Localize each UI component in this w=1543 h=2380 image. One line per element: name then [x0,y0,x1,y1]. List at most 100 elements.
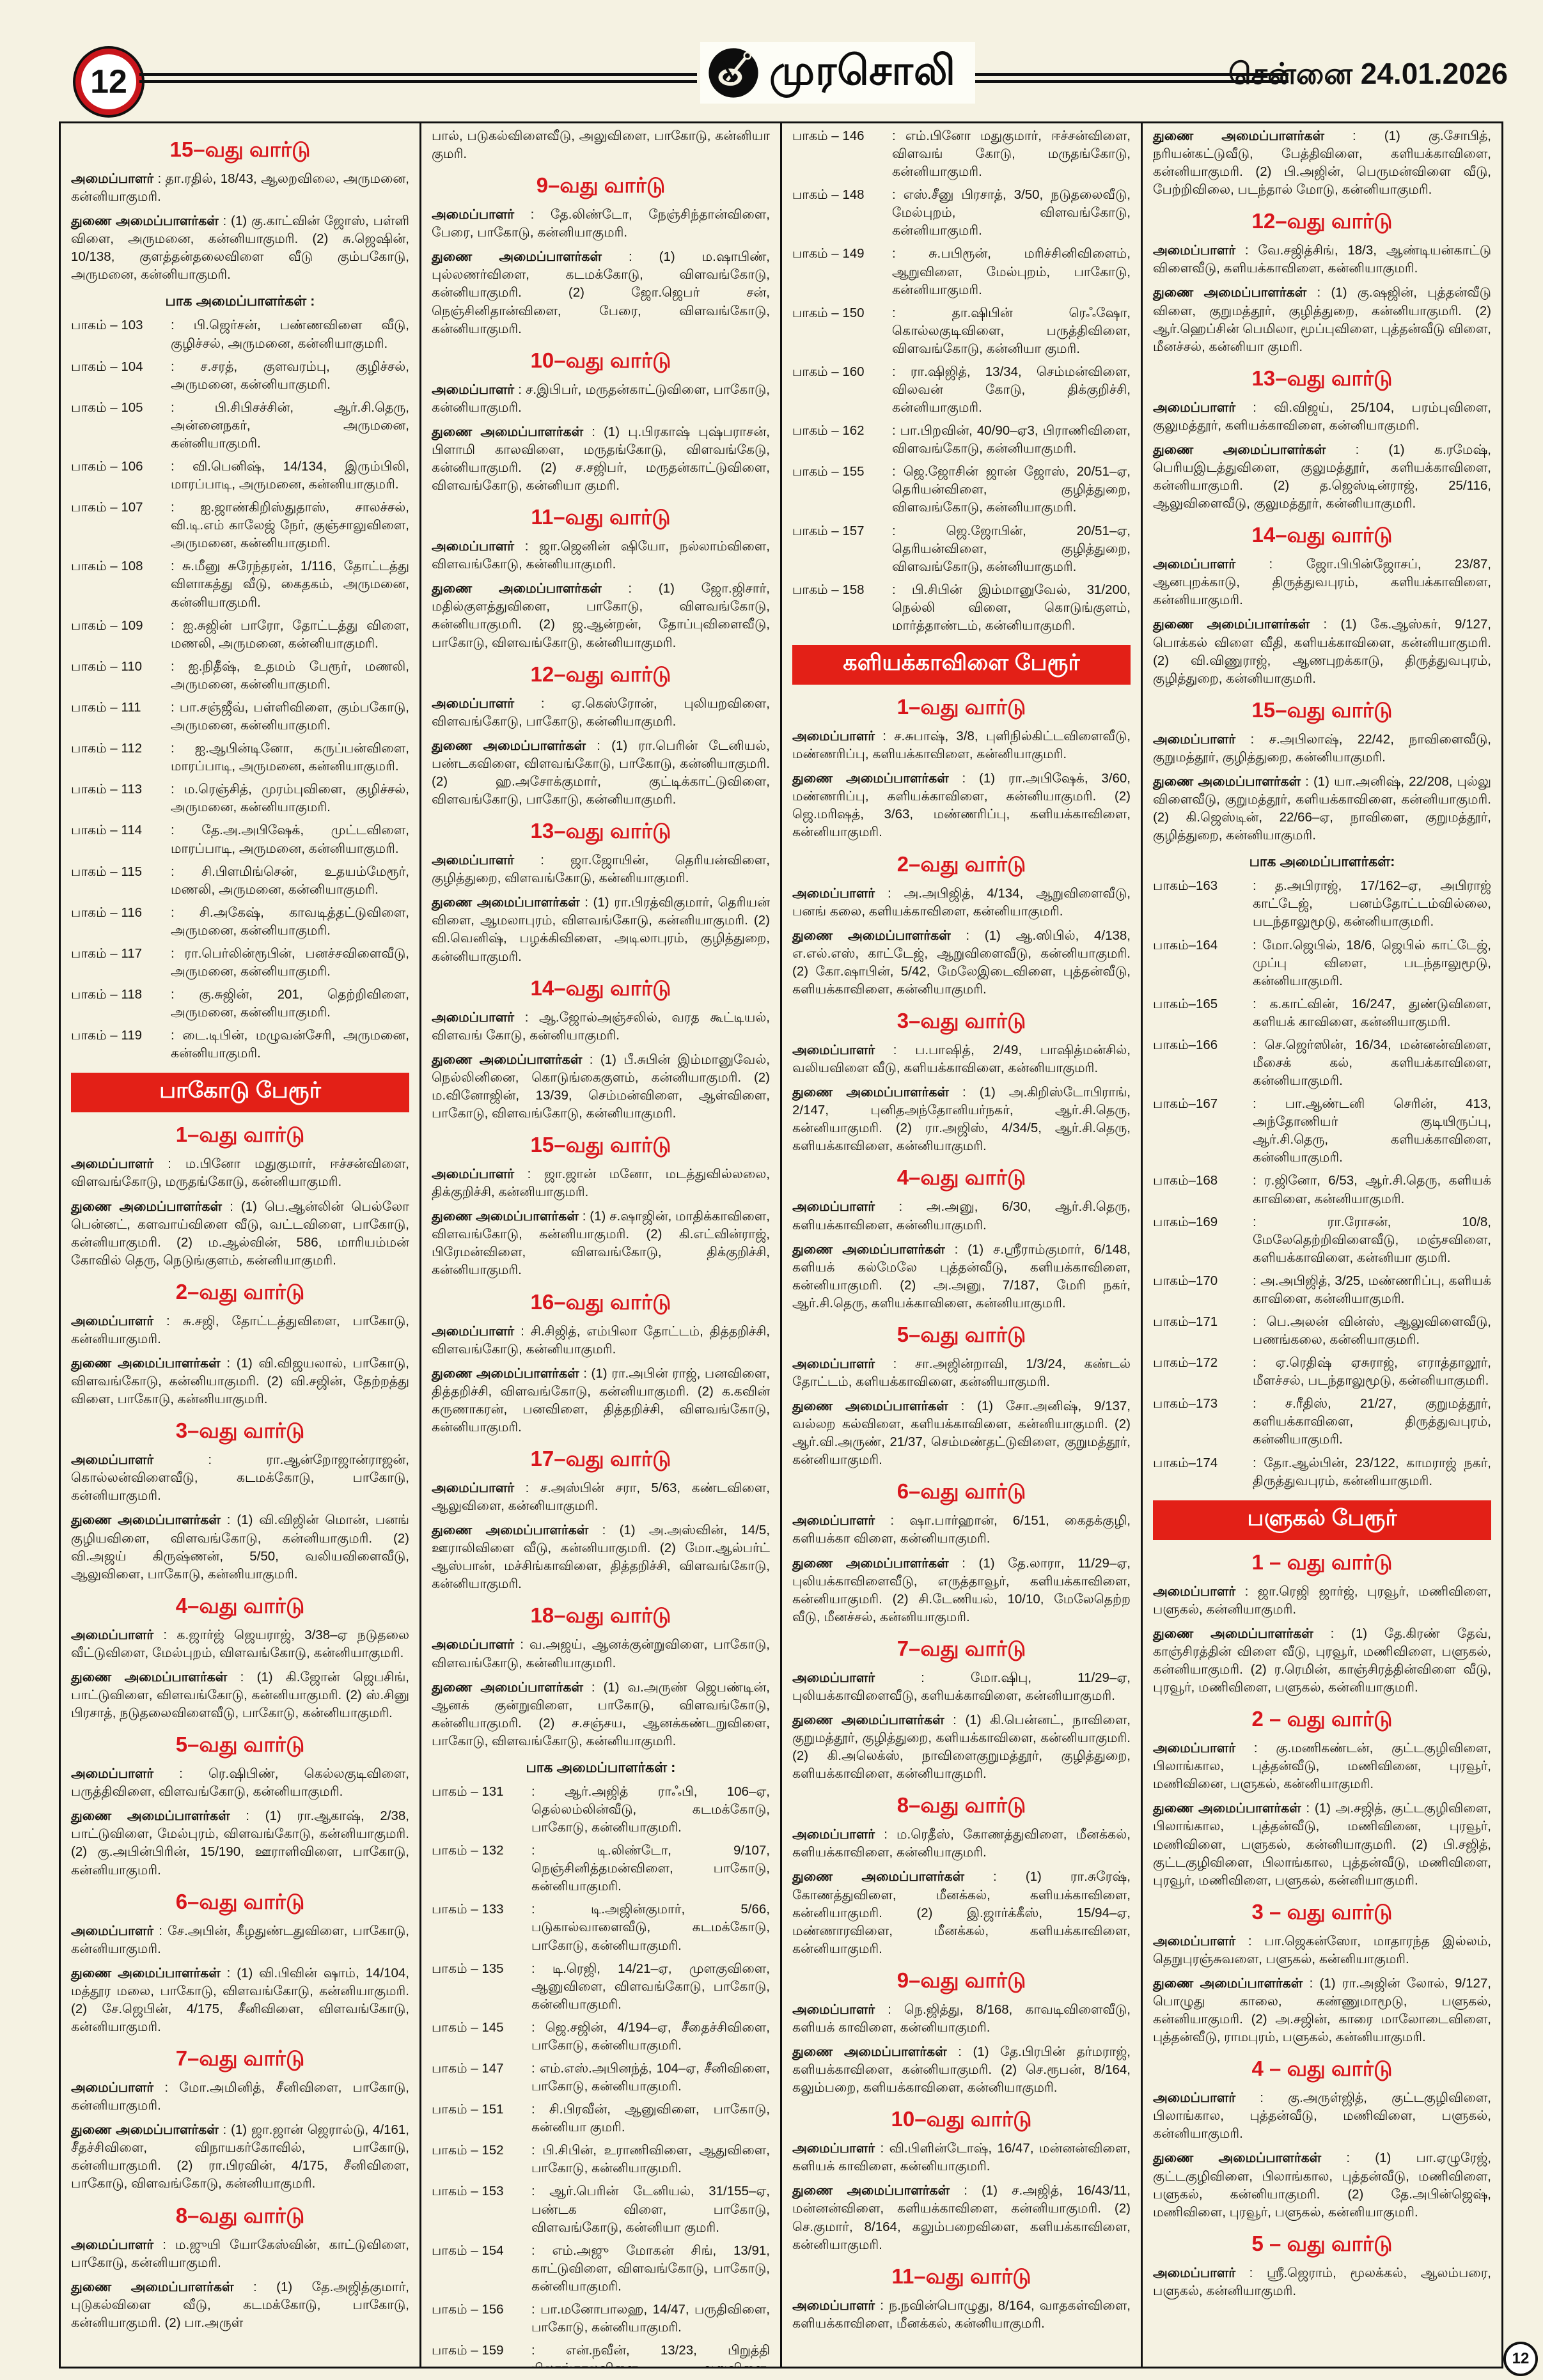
entry-label: துணை அமைப்பாளர்கள் [71,2122,219,2138]
organizer-entry: அமைப்பாளர் : கு.மணிகண்டன், குட்டகுழிவிளை… [1153,1741,1491,1792]
part-entry: : பா.பிறவின், 40/90–ஏ3, பிராணிவிளை, விளவ… [892,423,1131,456]
ward-heading: 13–வது வார்டு [1251,366,1393,390]
masthead-rule-right [975,73,1288,83]
edition-dateline: சென்னை 24.01.2026 [1228,57,1508,90]
entry-label: துணை அமைப்பாளர்கள் [792,2044,947,2060]
organizer-entry: அமைப்பாளர் : ம.ஜுயி யோகேஸ்வின், காட்டுவி… [71,2237,409,2270]
entry-label: அமைப்பாளர் [792,885,875,901]
deputy-organizers-entry: துணை அமைப்பாளர்கள் : (1) பா.ஏழுரேஜ், குட… [1153,2151,1491,2220]
entry-label: அமைப்பாளர் [1153,1741,1236,1756]
organizer-entry: அமைப்பாளர் : அ.அபிஜித், 4/134, ஆறுவிளைவீ… [792,885,1131,919]
part-row: பாகம் – 158: பி.சிபின் இம்மானுவேல், 31/2… [792,581,1131,635]
deputy-organizers-entry: துணை அமைப்பாளர்கள் : (1) ம.ஷாபிண், புல்ல… [432,249,770,336]
entry-label: அமைப்பாளர் [792,1513,875,1528]
organizer-entry: அமைப்பாளர் : வி.பிளின்டோஷ், 16/47, மன்னன… [792,2141,1131,2174]
part-number: பாகம் – 116 [71,905,143,920]
part-row: பாகம் – 153: ஆர்.பெரின் டேனியல், 31/155–… [432,2182,770,2236]
entry-label: அமைப்பாளர் [432,1323,515,1339]
page-number-badge: 12 [75,49,142,115]
part-number: பாகம்–170 [1153,1273,1218,1288]
part-entry: : பா.சஞ்ஜீவ், பள்ளிவிளை, கும்பகோடு, அரும… [171,699,409,733]
organizer-entry: அமைப்பாளர் : ரா.ஆன்றோஜான்ராஜன், கொல்லன்வ… [71,1452,409,1504]
organizer-entry: அமைப்பாளர் : தே.லிண்டோ, நேஞ்சிந்தான்விளை… [432,207,770,240]
part-entry: : ச.சரத், குளவரம்பு, குழிச்சல், அருமனை, … [171,359,409,392]
part-entry: : ம.ரெஞ்சித், முரம்புவிளை, குழிச்சல், அர… [171,782,409,815]
part-number: பாகம் – 151 [432,2102,504,2117]
section-header-bar: களியக்காவிளை பேரூர் [792,645,1131,685]
ward-heading: 17–வது வார்டு [530,1446,671,1470]
part-entry: : ஐ.சுஜின் பாரோ, தோட்டத்து விளை, மணலி, அ… [171,618,409,651]
part-row: பாகம் – 156: பா.மனோபாலஹ, 14/47, பருதிவிள… [432,2301,770,2337]
part-row: பாகம் – 104: ச.சரத், குளவரம்பு, குழிச்சல… [71,358,409,394]
organizer-entry: அமைப்பாளர் : ஸ்ரீ.ஜெராம், மூலக்கல், ஆலம்… [1153,2265,1491,2298]
organizer-entry: அமைப்பாளர் : ஷா.பார்ஹான், 6/151, கைதக்கு… [792,1513,1131,1546]
entry-label: அமைப்பாளர் [71,1766,154,1782]
part-number: பாகம்–174 [1153,1455,1218,1470]
organizer-entry: அமைப்பாளர் : பா.ஜெகன்ஸோ, மாதாரந்த இல்லம்… [1153,1933,1491,1966]
part-number: பாகம் – 153 [432,2184,504,2199]
entry-label: துணை அமைப்பாளர்கள் [71,1965,221,1980]
deputy-organizers-entry: துணை அமைப்பாளர்கள் : (1) வி.பிவின் ஷாம்,… [71,1965,409,2035]
column-1: 15–வது வார்டு அமைப்பாளர் : தா.ரதில், 18/4… [61,123,421,2367]
deputy-organizers-entry: துணை அமைப்பாளர்கள் : (1) ரா.அபிஷேக், 3/6… [792,771,1131,840]
part-number: பாகம் – 111 [71,699,141,715]
entry-label: அமைப்பாளர் [1153,2090,1236,2106]
deputy-organizers-entry: துணை அமைப்பாளர்கள் : (1) கு.ஷஜின், புத்த… [1153,285,1491,354]
part-organizers-heading: பாக அமைப்பாளர்கள் : [526,1759,676,1775]
ward-heading: 9–வது வார்டு [536,173,666,198]
organizer-entry: அமைப்பாளர் : ம.பினோ மதுகுமார், ஈச்சன்விள… [71,1156,409,1190]
entry-label: அமைப்பாளர் [1153,557,1236,572]
part-entry: : ர.ஜினோ, 6/53, ஆர்.சி.தெரு, களியக் காவி… [1253,1173,1491,1206]
deputy-organizers-entry: துணை அமைப்பாளர்கள் : (1) கே.ஆஸ்கர், 9/12… [1153,617,1491,686]
part-entry: : த.அபிராஜ், 17/162–ஏ, அபிராஜ் காட்டேஜ்,… [1253,878,1491,929]
ward-heading: 5–வது வார்டு [175,1732,305,1757]
part-row: பாகம் – 107: ஐ.ஜாண்கிறிஸ்துதாஸ், சாலச்சல… [71,499,409,552]
entry-label: அமைப்பாளர் [71,171,154,186]
organizer-entry: அமைப்பாளர் : வி.விஜய், 25/104, பரம்புவிள… [1153,400,1491,433]
entry-label: அமைப்பாளர் [432,382,515,397]
part-row: பாகம் – 105: பி.சிபிசச்சின், ஆர்.சி.தெரு… [71,399,409,453]
part-row: பாகம் – 111 : பா.சஞ்ஜீவ், பள்ளிவிளை, கும்… [71,699,409,735]
part-entry: : பெ.அலன் வின்ஸ், ஆலுவிளைவீடு, பணங்கலை, … [1253,1314,1491,1348]
entry-label: அமைப்பாளர் [71,2080,154,2096]
part-entry: : ஜெ.சஜின், 4/194–ஏ, சீதைச்சிவிளை, பாகோட… [531,2019,770,2053]
deputy-organizers-entry: துணை அமைப்பாளர்கள் : (1) ஆ.ஸிபில், 4/138… [792,928,1131,997]
entry-label: அமைப்பாளர் [432,1480,515,1495]
part-number: பாகம் – 150 [792,305,865,320]
entry-label: அமைப்பாளர் [1153,2265,1236,2280]
part-entry: : சு.பபிரூன், மரிச்சினிவிளைம், ஆறுவிளை, … [892,246,1131,297]
deputy-organizers-entry: துணை அமைப்பாளர்கள் : (1) வி.விஜயலால், பா… [71,1355,409,1407]
part-number: பாகம் – 147 [432,2061,504,2076]
section-header-bar: பளுகல் பேரூர் [1153,1500,1491,1540]
part-row: பாகம் – 106: வி.பெனிஷ், 14/134, இரும்பில… [71,458,409,494]
deputy-organizers-entry: துணை அமைப்பாளர்கள் : (1) ரா.அஜின் லோல், … [1153,1975,1491,2045]
part-number: பாகம் – 131 [432,1784,504,1799]
ward-heading: 5 – வது வார்டு [1251,2231,1393,2255]
organizer-entry: அமைப்பாளர் : தா.ரதில், 18/43, ஆலறவிலை, அ… [71,171,409,205]
column-3: பாகம் – 146: எம்.பினோ மதுகுமார், ஈச்சன்வ… [782,123,1143,2367]
part-entry: : ஐ.நிதீஷ், உதமம் பேரூர், மணலி, அருமனை, … [171,658,409,692]
entry-label: அமைப்பாளர் [792,1827,875,1842]
part-entry: : டி.லிண்டோ, 9/107, நெஞ்சினித்தமன்விளை, … [531,1843,770,1894]
part-entry: : அ.அபிஜித், 3/25, மண்ணரிப்பு, களியக் கா… [1253,1273,1491,1306]
organizer-entry: அமைப்பாளர் : மோ.அமினித், சீனிவிளை, பாகோட… [71,2080,409,2113]
deputy-organizers-entry: துணை அமைப்பாளர்கள் : (1) ச.ஷாஜின், மாதிக… [432,1209,770,1278]
part-row: பாகம் – 133: டி.அஜின்குமார், 5/66, படுகா… [432,1901,770,1954]
entry-label: அமைப்பாளர் [1153,243,1236,258]
ward-heading: 6–வது வார்டு [897,1479,1026,1504]
ward-heading: 14–வது வார்டு [530,976,671,1000]
ward-heading: 5–வது வார்டு [897,1322,1026,1346]
ward-heading: 10–வது வார்டு [530,348,671,372]
ward-heading: 1 – வது வார்டு [1251,1550,1393,1574]
part-row: பாகம் – 152: பி.சிபின், உராணிவிளை, ஆதுவி… [432,2142,770,2177]
organizer-entry: அமைப்பாளர் : ஜா.ஜெனின் ஷியோ, நல்லாம்விளை… [432,539,770,572]
ward-heading: 1–வது வார்டு [175,1123,305,1147]
part-entry: : ஐ.ஜாண்கிறிஸ்துதாஸ், சாலச்சல், வி.டி.எம… [171,500,409,551]
part-row: பாகம்–167: பா.ஆண்டனி செரின், 413, அந்தோண… [1153,1095,1491,1167]
part-number: பாகம் – 108 [71,559,143,574]
part-entry: : எம்.எஸ்.அபினந்த், 104–ஏ, சீனிவிளை, பாக… [531,2061,770,2094]
entry-label: துணை அமைப்பாளர்கள் [792,1713,944,1727]
part-row: பாகம் – 155: ஜெ.ஜோசின் ஜான் ஜோஸ், 20/51–… [792,463,1131,517]
entry-label: அமைப்பாளர் [71,1313,154,1328]
part-row: பாகம் – 119: டை.டிபின், மழுவன்சேரி, அரும… [71,1027,409,1062]
